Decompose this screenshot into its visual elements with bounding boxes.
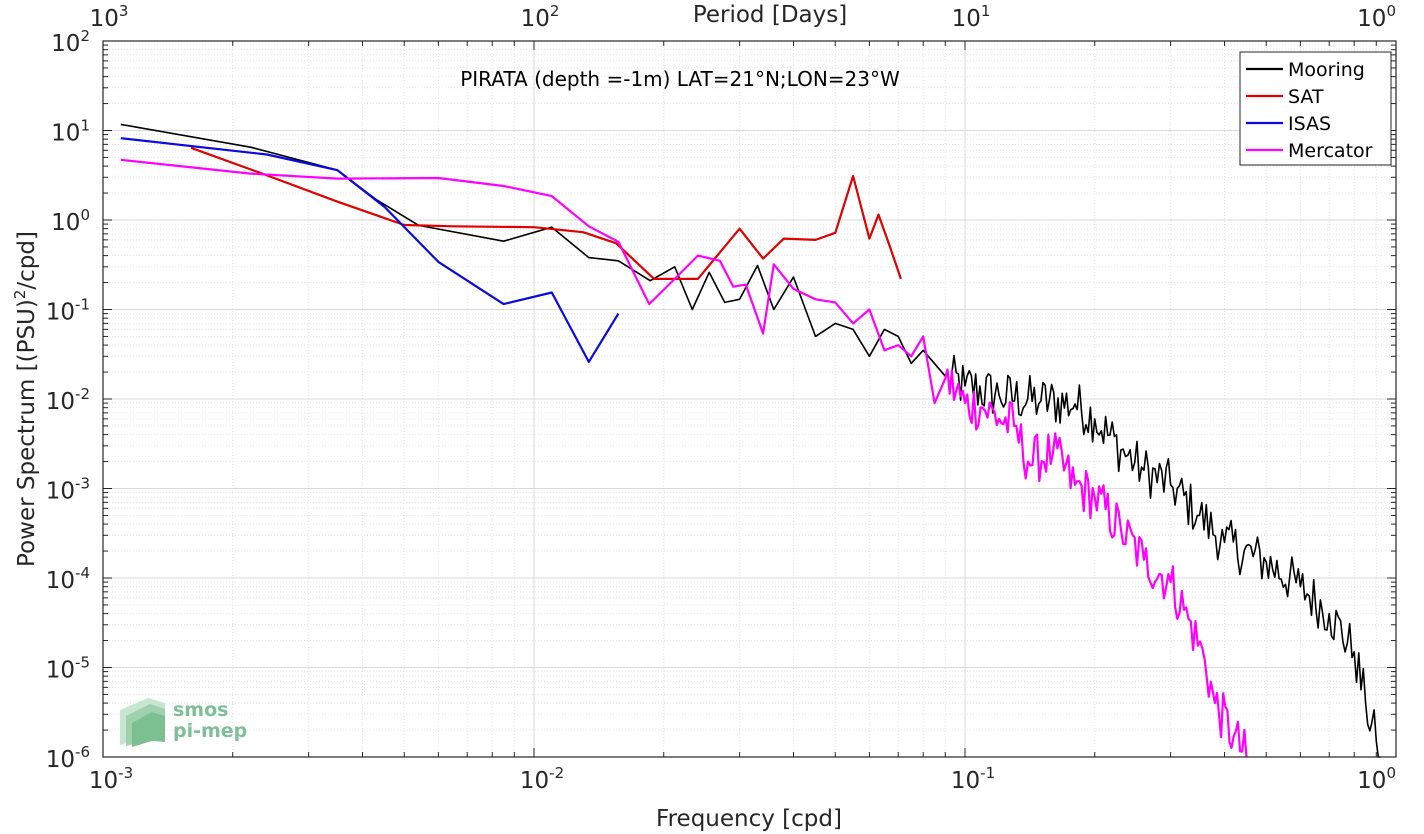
x-tick-label: 10-3 — [89, 764, 133, 794]
y-tick-label-base: 10 — [51, 31, 80, 57]
y-tick-label-exponent: -4 — [75, 564, 90, 582]
y-axis-title-prefix: Power Spectrum [(PSU) — [14, 299, 40, 567]
chart-title: PIRATA (depth =-1m) LAT=21°N;LON=23°W — [460, 67, 900, 91]
legend: Mooring SAT ISAS Mercator — [1239, 51, 1392, 166]
y-tick-label-exponent: -2 — [75, 385, 90, 403]
x-tick-label-base: 10 — [89, 768, 118, 794]
top-tick-label: 101 — [952, 2, 991, 32]
y-tick-label-exponent: 1 — [80, 117, 90, 135]
y-axis-title: Power Spectrum [(PSU)2/cpd] — [11, 231, 40, 567]
y-tick-label: 10-3 — [46, 475, 90, 505]
legend-label-mercator: Mercator — [1288, 140, 1373, 162]
top-tick-label-exponent: 2 — [550, 2, 560, 20]
y-tick-label: 101 — [51, 117, 90, 147]
top-tick-label-base: 10 — [1357, 6, 1386, 32]
y-tick-label-exponent: -6 — [75, 743, 90, 761]
legend-label-isas: ISAS — [1288, 113, 1331, 135]
logo-text-pi-mep: pi-mep — [173, 720, 247, 742]
x-tick-label-base: 10 — [951, 768, 980, 794]
y-axis-title-suffix: /cpd] — [14, 231, 40, 290]
top-tick-label-exponent: 1 — [981, 2, 991, 20]
y-tick-label: 10-5 — [46, 654, 90, 684]
y-tick-label-exponent: -1 — [75, 296, 90, 314]
logo-wave-front — [132, 712, 165, 747]
y-tick-label-base: 10 — [46, 479, 75, 505]
series-line-isas — [120, 137, 620, 363]
x-tick-label-exponent: 0 — [1386, 764, 1396, 782]
top-tick-labels: 103 102 101 100 — [90, 2, 1396, 32]
y-tick-label-base: 10 — [51, 121, 80, 147]
y-tick-label: 102 — [51, 27, 90, 57]
y-tick-label-base: 10 — [46, 658, 75, 684]
legend-label-sat: SAT — [1288, 86, 1324, 108]
bottom-tick-labels: 10-3 10-2 10-1 100 — [89, 764, 1396, 794]
top-axis-title: Period [Days] — [693, 2, 847, 28]
y-tick-label-base: 10 — [46, 389, 75, 415]
top-tick-label-exponent: 3 — [119, 2, 129, 20]
y-tick-label-base: 10 — [51, 210, 80, 236]
grid — [103, 41, 1396, 757]
logo-text-smos: smos — [173, 699, 228, 721]
y-tick-label-exponent: -3 — [75, 475, 90, 493]
y-tick-label: 10-2 — [46, 385, 90, 415]
top-tick-label: 103 — [90, 2, 129, 32]
top-tick-label-exponent: 0 — [1386, 2, 1396, 20]
x-tick-label-base: 10 — [1357, 768, 1386, 794]
series-line-mooring — [120, 123, 1381, 758]
y-tick-label-exponent: 0 — [80, 206, 90, 224]
smos-pi-mep-logo: smos pi-mep — [120, 698, 247, 747]
y-tick-label-base: 10 — [46, 568, 75, 594]
top-tick-label: 102 — [521, 2, 560, 32]
y-tick-label-exponent: 2 — [80, 27, 90, 45]
x-axis-title: Frequency [cpd] — [656, 806, 842, 832]
x-tick-label: 100 — [1357, 764, 1396, 794]
y-tick-label-base: 10 — [46, 300, 75, 326]
y-tick-label-exponent: -5 — [75, 654, 90, 672]
legend-items: Mooring SAT ISAS Mercator — [1246, 59, 1373, 162]
x-tick-label: 10-1 — [951, 764, 995, 794]
y-tick-label: 10-6 — [46, 743, 90, 773]
y-tick-label-base: 10 — [46, 747, 75, 773]
top-tick-label-base: 10 — [952, 6, 981, 32]
legend-box — [1239, 51, 1392, 166]
x-tick-label-base: 10 — [520, 768, 549, 794]
legend-label-mooring: Mooring — [1288, 59, 1365, 81]
x-tick-label-exponent: -3 — [118, 764, 133, 782]
x-tick-label-exponent: -1 — [980, 764, 995, 782]
y-axis-title-sup: 2 — [11, 290, 29, 300]
x-tick-label: 10-2 — [520, 764, 564, 794]
series-lines — [120, 123, 1381, 758]
y-tick-label: 100 — [51, 206, 90, 236]
x-tick-label-exponent: -2 — [549, 764, 564, 782]
series-line-sat — [190, 146, 902, 280]
series-line-mercator — [120, 158, 1248, 758]
y-tick-label: 10-4 — [46, 564, 90, 594]
top-tick-label: 100 — [1357, 2, 1396, 32]
top-tick-label-base: 10 — [521, 6, 550, 32]
top-tick-label-base: 10 — [90, 6, 119, 32]
y-tick-label: 10-1 — [46, 296, 90, 326]
